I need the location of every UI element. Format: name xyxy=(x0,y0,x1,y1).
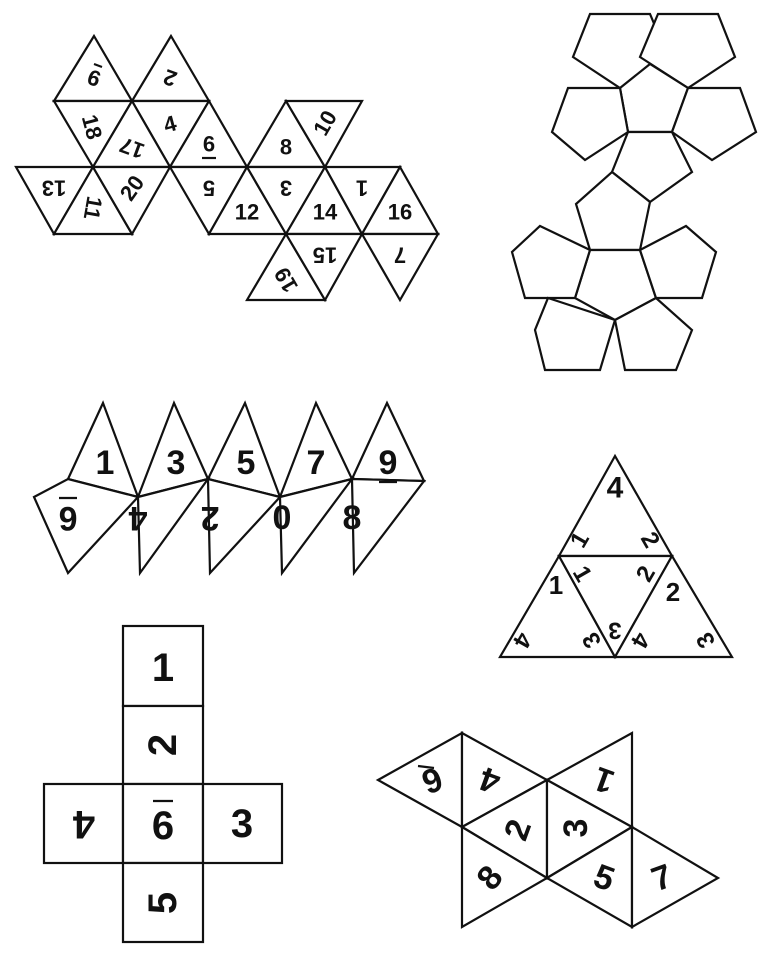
d6-face xyxy=(121,861,205,944)
d4-label: 2 xyxy=(666,577,680,607)
d12-face xyxy=(613,296,694,372)
d20-label: 12 xyxy=(235,200,259,225)
d12-face xyxy=(533,296,617,372)
d8-face xyxy=(630,825,721,929)
d4-label: 4 xyxy=(607,472,624,505)
d12-face xyxy=(670,86,758,162)
d6-net: 1 2 4 6 3 5 xyxy=(42,624,284,944)
d20-label: 3 xyxy=(280,176,292,201)
d12-face xyxy=(638,12,737,90)
d20-label: 5 xyxy=(203,176,215,201)
d10-face xyxy=(32,477,141,575)
d10-bottom-label: 6 xyxy=(59,499,78,537)
d20-label: 1 xyxy=(356,176,368,201)
d10-bottom-label: 0 xyxy=(273,499,292,537)
d10-top-label: 9 xyxy=(379,444,398,482)
d4-face xyxy=(613,553,734,659)
d10-top-label: 3 xyxy=(167,444,186,482)
d8-underline-mark xyxy=(417,764,435,770)
d10-bottom-label: 2 xyxy=(201,499,220,537)
d20-net: 9 2 18 4 17 6 8 10 13 11 20 5 12 3 14 1 … xyxy=(14,33,440,303)
d10-top-label: 1 xyxy=(96,444,115,482)
d20-face xyxy=(91,165,172,237)
d6-label: 3 xyxy=(231,802,253,846)
d10-top-label: 7 xyxy=(307,444,326,482)
d8-face xyxy=(460,825,550,929)
d8-label: 3 xyxy=(557,819,595,838)
d6-face xyxy=(201,782,284,865)
d10-bottom-label: 8 xyxy=(343,499,362,537)
d20-face xyxy=(360,232,440,303)
d20-label: 14 xyxy=(313,200,338,225)
d6-label: 5 xyxy=(141,892,185,914)
d12-face xyxy=(638,224,718,300)
d6-label: 4 xyxy=(72,802,95,846)
d4-label: 1 xyxy=(549,570,563,600)
d20-face xyxy=(284,232,364,303)
d6-label: 2 xyxy=(141,734,185,756)
d6-label: 1 xyxy=(152,646,174,690)
d6-face xyxy=(121,704,205,786)
d20-label: 16 xyxy=(388,200,412,225)
d20-label: 13 xyxy=(42,176,66,201)
d6-face xyxy=(42,782,125,865)
d4-net: 4 1 2 1 4 3 1 2 3 2 4 3 xyxy=(498,453,734,660)
d20-underline-mark xyxy=(93,62,103,69)
d20-label: 15 xyxy=(313,243,337,268)
d20-label: 8 xyxy=(280,135,292,160)
d10-face xyxy=(350,477,427,577)
d10-face xyxy=(278,477,355,577)
d10-top-label: 5 xyxy=(237,444,256,482)
d20-label: 6 xyxy=(203,132,215,157)
d12-net xyxy=(510,12,758,372)
d10-face xyxy=(206,477,283,576)
d8-face xyxy=(375,731,464,829)
d12-face xyxy=(610,130,694,204)
d20-label: 11 xyxy=(79,194,108,221)
d6-label: 6 xyxy=(152,804,174,848)
d10-net: 1 3 5 7 9 6 4 2 0 8 xyxy=(32,400,427,577)
d8-net: 6 4 1 2 3 8 5 7 xyxy=(375,731,721,929)
d10-bottom-label: 4 xyxy=(128,499,147,537)
d12-face xyxy=(550,86,630,162)
d10-face xyxy=(136,477,211,577)
d4-label: 3 xyxy=(608,617,621,644)
d12-face xyxy=(510,224,592,300)
d20-label: 7 xyxy=(394,243,406,268)
d20-face xyxy=(284,99,364,170)
